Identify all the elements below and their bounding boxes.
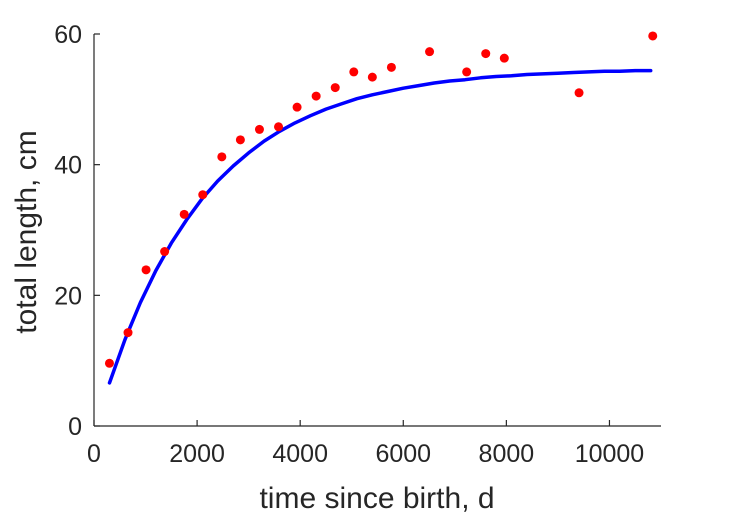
data-point: [217, 152, 227, 162]
x-tick-label: 2000: [169, 440, 225, 468]
x-tick-label: 6000: [375, 440, 431, 468]
data-point: [311, 91, 321, 101]
data-point: [274, 122, 284, 132]
data-point: [349, 67, 359, 77]
data-point: [574, 88, 584, 98]
data-point: [160, 247, 170, 257]
x-tick-label: 0: [87, 440, 101, 468]
y-axis-title: total length, cm: [10, 130, 43, 333]
y-tick-label: 20: [54, 282, 82, 310]
y-tick-label: 40: [54, 152, 82, 180]
data-point: [481, 49, 491, 59]
data-point: [499, 53, 509, 63]
x-tick-label: 10000: [575, 440, 645, 468]
plot-area: [104, 31, 658, 385]
data-point: [292, 102, 302, 112]
x-axis-title: time since birth, d: [259, 482, 494, 515]
data-point: [254, 124, 264, 134]
x-tick-label: 8000: [479, 440, 535, 468]
data-point: [648, 31, 658, 41]
axes: 0 2000 4000 6000 8000 10000 0 20 40 60: [54, 21, 661, 468]
data-point: [104, 358, 114, 368]
data-point: [462, 67, 472, 77]
data-point: [235, 135, 245, 145]
data-point: [425, 47, 435, 57]
data-point: [330, 83, 340, 93]
y-tick-label: 60: [54, 21, 82, 49]
data-point: [123, 328, 133, 338]
data-point: [367, 72, 377, 82]
x-tick-label: 4000: [272, 440, 328, 468]
data-point: [179, 209, 189, 219]
data-point: [198, 190, 208, 200]
y-tick-label: 0: [68, 413, 82, 441]
data-point: [141, 265, 151, 275]
data-point: [386, 62, 396, 72]
fit-curve: [107, 68, 653, 385]
